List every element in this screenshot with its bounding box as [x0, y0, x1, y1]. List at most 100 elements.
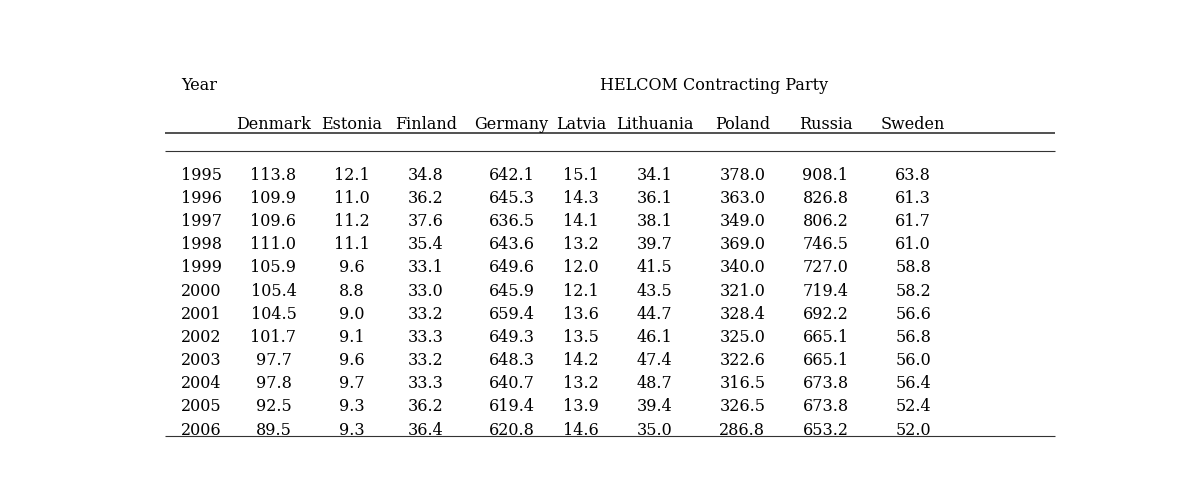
- Text: 34.8: 34.8: [407, 167, 444, 184]
- Text: 325.0: 325.0: [719, 329, 766, 346]
- Text: 653.2: 653.2: [803, 422, 848, 439]
- Text: 322.6: 322.6: [719, 352, 766, 369]
- Text: 659.4: 659.4: [488, 306, 535, 323]
- Text: 109.9: 109.9: [250, 190, 297, 207]
- Text: 61.0: 61.0: [896, 236, 931, 253]
- Text: 369.0: 369.0: [719, 236, 766, 253]
- Text: 89.5: 89.5: [256, 422, 292, 439]
- Text: 34.1: 34.1: [637, 167, 673, 184]
- Text: 1995: 1995: [181, 167, 223, 184]
- Text: 36.4: 36.4: [407, 422, 444, 439]
- Text: 9.0: 9.0: [339, 306, 364, 323]
- Text: 363.0: 363.0: [719, 190, 766, 207]
- Text: 673.8: 673.8: [803, 398, 848, 415]
- Text: 56.0: 56.0: [896, 352, 931, 369]
- Text: 41.5: 41.5: [637, 259, 673, 276]
- Text: 46.1: 46.1: [637, 329, 673, 346]
- Text: Lithuania: Lithuania: [616, 116, 693, 133]
- Text: Finland: Finland: [394, 116, 457, 133]
- Text: 14.2: 14.2: [563, 352, 599, 369]
- Text: 101.7: 101.7: [250, 329, 297, 346]
- Text: 2003: 2003: [181, 352, 222, 369]
- Text: 640.7: 640.7: [488, 375, 535, 392]
- Text: 2006: 2006: [181, 422, 222, 439]
- Text: 1996: 1996: [181, 190, 223, 207]
- Text: 13.2: 13.2: [563, 236, 599, 253]
- Text: 321.0: 321.0: [719, 282, 766, 299]
- Text: 113.8: 113.8: [250, 167, 297, 184]
- Text: Estonia: Estonia: [322, 116, 382, 133]
- Text: Sweden: Sweden: [881, 116, 946, 133]
- Text: 665.1: 665.1: [803, 329, 848, 346]
- Text: 14.1: 14.1: [563, 213, 599, 230]
- Text: 1997: 1997: [181, 213, 223, 230]
- Text: 2001: 2001: [181, 306, 222, 323]
- Text: 649.6: 649.6: [488, 259, 535, 276]
- Text: 316.5: 316.5: [719, 375, 766, 392]
- Text: 692.2: 692.2: [803, 306, 848, 323]
- Text: 9.3: 9.3: [339, 422, 364, 439]
- Text: 104.5: 104.5: [250, 306, 297, 323]
- Text: 63.8: 63.8: [896, 167, 931, 184]
- Text: 52.4: 52.4: [896, 398, 931, 415]
- Text: 645.3: 645.3: [488, 190, 535, 207]
- Text: 378.0: 378.0: [719, 167, 766, 184]
- Text: 35.4: 35.4: [407, 236, 444, 253]
- Text: 349.0: 349.0: [719, 213, 766, 230]
- Text: 806.2: 806.2: [803, 213, 848, 230]
- Text: 328.4: 328.4: [719, 306, 766, 323]
- Text: 39.4: 39.4: [637, 398, 673, 415]
- Text: 9.6: 9.6: [339, 352, 364, 369]
- Text: 33.3: 33.3: [407, 329, 444, 346]
- Text: 719.4: 719.4: [803, 282, 848, 299]
- Text: 44.7: 44.7: [637, 306, 673, 323]
- Text: 37.6: 37.6: [407, 213, 444, 230]
- Text: 619.4: 619.4: [488, 398, 535, 415]
- Text: 105.4: 105.4: [250, 282, 297, 299]
- Text: 38.1: 38.1: [637, 213, 673, 230]
- Text: 645.9: 645.9: [488, 282, 535, 299]
- Text: 36.1: 36.1: [637, 190, 673, 207]
- Text: 727.0: 727.0: [803, 259, 848, 276]
- Text: 105.9: 105.9: [250, 259, 297, 276]
- Text: 13.5: 13.5: [563, 329, 599, 346]
- Text: 97.7: 97.7: [256, 352, 292, 369]
- Text: 620.8: 620.8: [488, 422, 535, 439]
- Text: 33.1: 33.1: [407, 259, 444, 276]
- Text: 33.2: 33.2: [407, 352, 444, 369]
- Text: Russia: Russia: [799, 116, 853, 133]
- Text: 14.3: 14.3: [563, 190, 599, 207]
- Text: 47.4: 47.4: [637, 352, 673, 369]
- Text: 56.6: 56.6: [896, 306, 931, 323]
- Text: 746.5: 746.5: [803, 236, 848, 253]
- Text: 61.7: 61.7: [896, 213, 931, 230]
- Text: 286.8: 286.8: [719, 422, 766, 439]
- Text: 109.6: 109.6: [250, 213, 297, 230]
- Text: 1999: 1999: [181, 259, 223, 276]
- Text: 11.2: 11.2: [333, 213, 370, 230]
- Text: 56.8: 56.8: [896, 329, 931, 346]
- Text: 673.8: 673.8: [803, 375, 848, 392]
- Text: 58.2: 58.2: [896, 282, 931, 299]
- Text: 2005: 2005: [181, 398, 222, 415]
- Text: 111.0: 111.0: [250, 236, 297, 253]
- Text: 2004: 2004: [181, 375, 222, 392]
- Text: 908.1: 908.1: [803, 167, 848, 184]
- Text: 2002: 2002: [181, 329, 222, 346]
- Text: 2000: 2000: [181, 282, 222, 299]
- Text: 643.6: 643.6: [488, 236, 535, 253]
- Text: 56.4: 56.4: [896, 375, 931, 392]
- Text: 92.5: 92.5: [256, 398, 292, 415]
- Text: 13.6: 13.6: [563, 306, 599, 323]
- Text: 36.2: 36.2: [407, 190, 444, 207]
- Text: 61.3: 61.3: [896, 190, 931, 207]
- Text: 52.0: 52.0: [896, 422, 931, 439]
- Text: 326.5: 326.5: [719, 398, 766, 415]
- Text: 8.8: 8.8: [339, 282, 364, 299]
- Text: 9.7: 9.7: [339, 375, 364, 392]
- Text: 11.1: 11.1: [333, 236, 370, 253]
- Text: 14.6: 14.6: [563, 422, 599, 439]
- Text: Latvia: Latvia: [556, 116, 606, 133]
- Text: 13.9: 13.9: [563, 398, 599, 415]
- Text: 9.6: 9.6: [339, 259, 364, 276]
